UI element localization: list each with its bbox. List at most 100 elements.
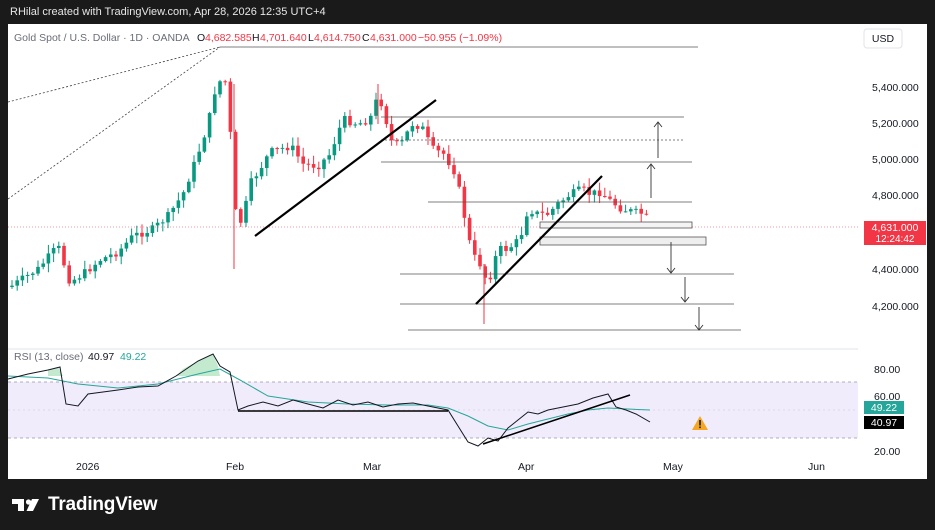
candle-body	[213, 94, 217, 114]
time-tick: 2026	[76, 461, 100, 473]
drawing-trendlines[interactable]	[254, 99, 603, 305]
candle-body	[431, 137, 435, 146]
candle-body	[129, 235, 134, 243]
candle-body	[343, 116, 347, 128]
candle-body	[296, 145, 300, 157]
candle-body	[592, 190, 597, 195]
candle-body	[421, 126, 425, 129]
price-tick: 4,400.000	[872, 264, 919, 276]
rsi-value-badge: 40.97	[864, 416, 904, 429]
drawing-fan-lines[interactable]	[8, 46, 221, 200]
ohlc-change: −50.955 (−1.09%)	[418, 32, 502, 44]
candle-body	[181, 192, 186, 201]
candle-body	[452, 165, 456, 175]
candle-body	[301, 156, 305, 164]
candle-body	[249, 178, 253, 201]
candle-body	[88, 269, 92, 272]
rsi-axis[interactable]: 80.00 60.00 20.00	[874, 364, 900, 458]
candle-body	[31, 273, 35, 275]
candle-body	[145, 233, 149, 237]
time-tick: Mar	[363, 461, 382, 473]
candle-body	[135, 232, 139, 236]
candle-body	[25, 274, 30, 276]
candle-body	[291, 145, 295, 151]
time-axis[interactable]: 2026 Feb Mar Apr May Jun	[76, 461, 825, 473]
currency-label: USD	[872, 33, 895, 45]
candle-body	[374, 99, 378, 116]
candle-body	[634, 208, 638, 210]
candle-body	[109, 254, 113, 258]
candle-body	[566, 197, 571, 201]
chart-legend: Gold Spot / U.S. Dollar · 1D · OANDA O 4…	[14, 32, 502, 44]
candle-body	[395, 140, 399, 142]
candle-body	[20, 275, 25, 281]
price-tick: 4,200.000	[872, 301, 919, 313]
candle-body	[405, 131, 409, 141]
candle-body	[265, 156, 269, 169]
candle-body	[556, 202, 560, 209]
candle-body	[410, 126, 415, 132]
candle-body	[77, 278, 82, 280]
rsi-legend: RSI (13, close) 40.97 49.22	[14, 351, 146, 363]
candle-body	[202, 137, 207, 152]
warning-icon[interactable]	[692, 416, 708, 430]
candle-body	[540, 211, 545, 213]
time-tick: Apr	[518, 461, 535, 473]
candle-body	[618, 205, 623, 212]
chart-canvas[interactable]: Gold Spot / U.S. Dollar · 1D · OANDA O 4…	[8, 24, 927, 479]
currency-button[interactable]: USD	[863, 28, 903, 49]
candle-body	[57, 245, 61, 249]
ohlc-open-label: O	[197, 32, 205, 44]
candle-body	[41, 263, 45, 267]
candle-body	[629, 209, 633, 212]
drawing-arrows[interactable]	[646, 121, 704, 331]
candle-body	[270, 148, 274, 157]
candle-body	[483, 266, 487, 278]
drawing-horizontal-levels[interactable]	[220, 46, 741, 331]
candle-body	[72, 279, 77, 284]
chart-credit: RHilal created with TradingView.com, Apr…	[10, 6, 326, 18]
candle-body	[171, 207, 175, 213]
candle-body	[322, 159, 326, 170]
candle-body	[166, 212, 170, 223]
candle-body	[597, 190, 602, 197]
candle-body	[155, 222, 160, 226]
zone-rectangle-lower[interactable]	[539, 236, 707, 246]
price-tick: 5,200.000	[872, 118, 919, 130]
candle-body	[233, 131, 238, 210]
ohlc-close-label: C	[362, 32, 370, 44]
candle-body	[103, 257, 108, 262]
rsi-tick: 80.00	[874, 364, 900, 376]
candle-body	[259, 168, 264, 177]
rsi-trendlines[interactable]	[238, 394, 631, 445]
chart-panel[interactable]: Gold Spot / U.S. Dollar · 1D · OANDA O 4…	[8, 24, 927, 479]
rsi-tick: 20.00	[874, 446, 900, 458]
candle-body	[119, 248, 123, 257]
ohlc-low: 4,614.750	[314, 32, 361, 44]
candle-body	[519, 235, 524, 240]
price-axis[interactable]: 5,400.000 5,200.000 5,000.000 4,800.000 …	[872, 82, 919, 313]
zone-rectangle-upper[interactable]	[539, 221, 693, 229]
candle-body	[187, 181, 191, 193]
candle-body	[577, 186, 581, 190]
candle-body	[415, 126, 420, 129]
candle-body	[488, 277, 493, 280]
candle-body	[337, 127, 342, 145]
tradingview-branding[interactable]: TradingView	[12, 494, 158, 516]
candle-body	[514, 239, 519, 248]
candle-body	[348, 116, 352, 126]
candle-body	[275, 148, 279, 150]
candle-body	[83, 269, 87, 279]
candle-body	[62, 245, 66, 266]
ohlc-high: 4,701.640	[260, 32, 307, 44]
candle-body	[51, 248, 56, 254]
candle-body	[400, 140, 404, 142]
candle-body	[15, 280, 19, 286]
price-tick: 5,000.000	[872, 154, 919, 166]
candle-body	[228, 81, 233, 132]
candle-body	[244, 200, 248, 223]
candle-body	[218, 81, 222, 95]
candle-body	[623, 211, 628, 213]
candle-body	[176, 200, 181, 208]
rsi-line	[8, 353, 651, 447]
